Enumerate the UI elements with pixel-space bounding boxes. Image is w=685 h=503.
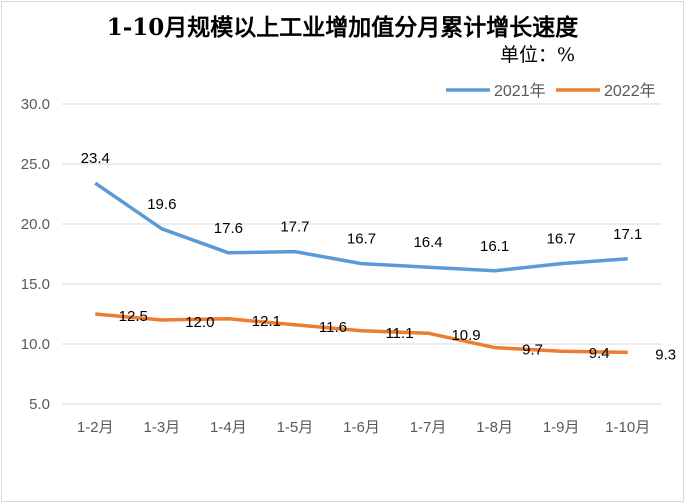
data-label: 12.0 (185, 314, 214, 331)
y-tick-label: 15.0 (21, 276, 50, 293)
data-label: 11.1 (385, 325, 413, 342)
data-label: 16.7 (547, 231, 576, 248)
x-tick-label: 1-7月 (410, 419, 447, 436)
x-tick-label: 1-4月 (210, 419, 247, 436)
x-tick-label: 1-2月 (77, 419, 114, 436)
data-label: 16.1 (480, 238, 509, 255)
x-tick-label: 1-5月 (277, 419, 314, 436)
x-tick-label: 1-9月 (543, 419, 580, 436)
x-tick-label: 1-3月 (143, 419, 180, 436)
series-line-2021年 (94, 181, 628, 273)
data-label: 16.4 (413, 234, 442, 251)
data-label: 23.4 (81, 150, 110, 167)
data-label: 17.7 (280, 219, 309, 236)
data-label: 10.9 (451, 327, 480, 344)
data-label: 16.7 (347, 231, 376, 248)
data-label: 9.3 (655, 346, 676, 363)
y-tick-label: 5.0 (29, 396, 50, 413)
data-label: 9.4 (589, 345, 610, 362)
y-tick-label: 25.0 (21, 156, 50, 173)
legend-label: 2022年 (604, 82, 656, 100)
data-label: 17.6 (214, 220, 243, 237)
data-label: 12.1 (252, 313, 281, 330)
y-tick-label: 20.0 (21, 216, 50, 233)
data-label: 17.1 (613, 226, 642, 243)
data-label: 12.5 (119, 308, 148, 325)
y-tick-label: 10.0 (21, 336, 50, 353)
chart-title: 1-10月规模以上工业增加值分月累计增长速度 (106, 14, 579, 41)
x-tick-label: 1-8月 (476, 419, 513, 436)
y-tick-label: 30.0 (21, 96, 50, 113)
unit-label: 单位：% (500, 44, 576, 66)
data-label: 9.7 (522, 342, 543, 359)
x-tick-label: 1-10月 (605, 419, 650, 436)
legend-label: 2021年 (494, 82, 546, 100)
data-label: 19.6 (147, 196, 176, 213)
data-label: 11.6 (319, 319, 347, 336)
series-line-2022年 (95, 312, 628, 355)
x-tick-label: 1-6月 (343, 419, 380, 436)
